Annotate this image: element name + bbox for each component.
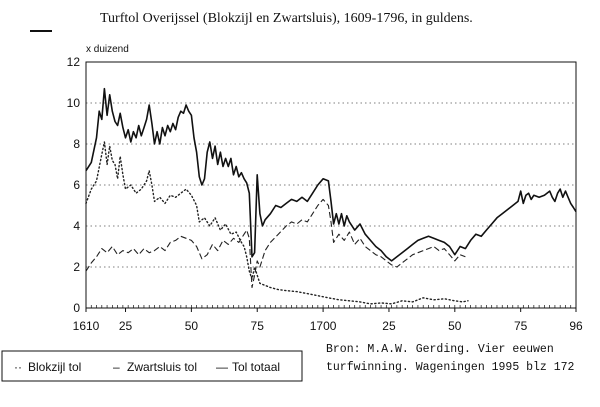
chart-title: Turftol Overijssel (Blokzijl en Zwartslu… (100, 11, 473, 26)
x-tick-label-1796: 96 (569, 319, 583, 333)
x-tick-label-1610: 1610 (73, 319, 100, 333)
y-tick-label-12: 12 (67, 55, 81, 69)
y-tick-label-8: 8 (73, 137, 80, 151)
x-tick-label-1775: 75 (514, 319, 528, 333)
legend-label-totaal: Tol totaal (232, 360, 280, 374)
x-tick-label-1650: 50 (185, 319, 199, 333)
series-lines (85, 87, 577, 305)
y-tick-label-10: 10 (67, 96, 81, 110)
x-tick-label-1675: 75 (251, 319, 265, 333)
y-tick-label-0: 0 (73, 301, 80, 315)
legend-box (1, 350, 303, 382)
legend-label-zwartsluis: Zwartsluis tol (127, 360, 197, 374)
y-axis-unit-label: x duizend (86, 44, 129, 55)
legend-marker-blokzijl: ·· (14, 360, 22, 374)
grid-lines (86, 102, 576, 268)
legend-marker-zwartsluis: – (113, 360, 120, 374)
source-line-2: turfwinning. Wageningen 1995 blz 172 (326, 361, 575, 374)
x-tick-label-1725: 25 (382, 319, 396, 333)
series-line-zwartsluis-tol (85, 198, 466, 289)
series-line-blokzijl-tol (85, 141, 469, 305)
y-tick-label-6: 6 (73, 178, 80, 192)
y-tick-label-4: 4 (73, 219, 80, 233)
series-line-tol-totaal (85, 87, 577, 262)
x-tick-label-1625: 25 (119, 319, 133, 333)
plot-frame (85, 61, 577, 309)
x-tick-label-1750: 50 (448, 319, 462, 333)
legend: ·· Blokzijl tol – Zwartsluis tol — Tol t… (1, 350, 303, 382)
x-tick-label-1700: 1700 (310, 319, 337, 333)
y-tick-label-2: 2 (73, 260, 80, 274)
legend-label-blokzijl: Blokzijl tol (28, 360, 81, 374)
source-line-1: Bron: M.A.W. Gerding. Vier eeuwen (326, 343, 554, 356)
legend-marker-totaal: — (216, 360, 228, 374)
x-axis-ticks: 1610 25 50 75 1700 25 50 75 96 (73, 308, 583, 333)
